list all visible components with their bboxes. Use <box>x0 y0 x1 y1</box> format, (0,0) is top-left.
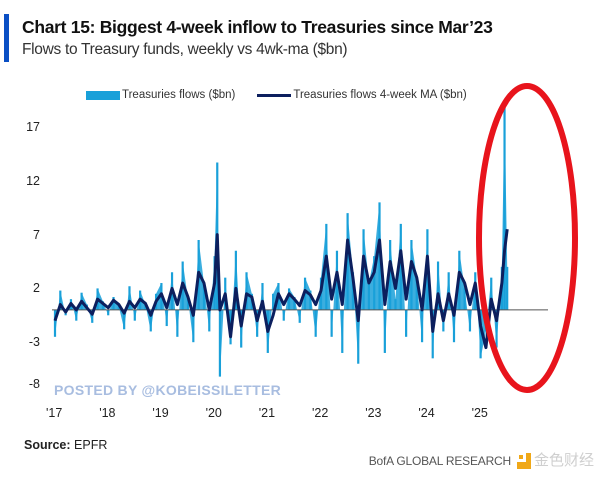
source-label: Source: <box>24 438 71 452</box>
x-tick-label: '17 <box>46 406 63 420</box>
y-tick-label: 17 <box>26 120 40 134</box>
y-tick-label: 12 <box>26 173 40 188</box>
x-tick-label: '24 <box>418 406 435 420</box>
legend: Treasuries flows ($bn) Treasuries flows … <box>86 89 467 101</box>
highlight-ellipse <box>476 83 578 393</box>
bofa-brand: BofA GLOBAL RESEARCH <box>368 454 511 468</box>
flows-series <box>53 105 509 377</box>
x-tick-label: '18 <box>99 406 116 420</box>
flows-area <box>55 105 508 377</box>
x-tick-label: '21 <box>258 406 276 420</box>
y-tick-label: 2 <box>33 281 40 296</box>
footer-brand: BofA GLOBAL RESEARCH 金色财经 <box>369 452 594 470</box>
y-tick-label: -3 <box>28 335 40 350</box>
source-note: Source: EPFR <box>24 437 107 453</box>
legend-swatch-ma <box>257 93 292 97</box>
legend-label-ma: Treasuries flows 4-week MA ($bn) <box>293 89 467 101</box>
watermark-cn: 金色财经 <box>533 452 594 469</box>
legend-swatch-flows <box>86 90 120 100</box>
chart-subtitle: Flows to Treasury funds, weekly vs 4wk-m… <box>22 41 348 58</box>
x-tick-label: '19 <box>152 406 169 420</box>
ma-series-line <box>53 229 509 350</box>
x-tick-label: '22 <box>312 406 329 420</box>
chart-title: Chart 15: Biggest 4-week inflow to Treas… <box>22 17 493 37</box>
x-tick-label: '25 <box>471 406 488 420</box>
source-value: EPFR <box>74 438 108 452</box>
y-tick-label: -8 <box>28 377 40 391</box>
title-accent-bar <box>4 14 9 62</box>
y-tick-label: 7 <box>33 227 40 242</box>
x-tick-label: '23 <box>365 406 382 420</box>
posted-by-watermark: POSTED BY @KOBEISSILETTER <box>54 382 282 398</box>
watermark-logo-icon <box>516 453 531 469</box>
x-tick-label: '20 <box>205 406 222 420</box>
legend-label-flows: Treasuries flows ($bn) <box>122 89 236 101</box>
